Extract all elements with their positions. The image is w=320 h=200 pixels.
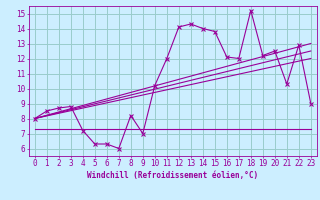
X-axis label: Windchill (Refroidissement éolien,°C): Windchill (Refroidissement éolien,°C): [87, 171, 258, 180]
